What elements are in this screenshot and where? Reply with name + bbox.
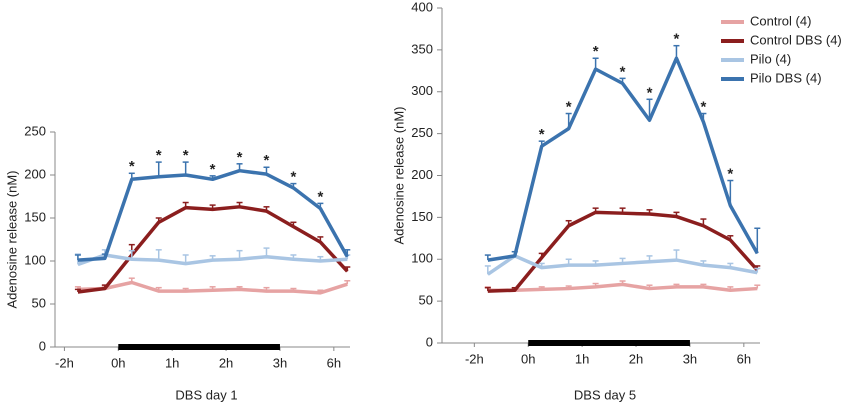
- y-tick-label: 0: [426, 334, 433, 349]
- y-tick-label: 400: [411, 0, 433, 14]
- y-tick-label: 200: [411, 167, 433, 182]
- y-tick-label: 50: [32, 295, 46, 310]
- x-tick-label: 1h: [165, 355, 179, 370]
- x-tick-label: 3h: [683, 351, 697, 366]
- stimulation-bar: [118, 344, 280, 350]
- significance-marker: *: [539, 126, 545, 143]
- x-tick-label: 6h: [327, 355, 341, 370]
- significance-marker: *: [700, 98, 706, 115]
- y-tick-label: 200: [24, 166, 46, 181]
- series-line: [486, 254, 758, 276]
- legend-label: Pilo (4): [750, 51, 791, 66]
- series-line: [77, 168, 349, 262]
- series-line: [487, 210, 759, 293]
- series-line: [77, 205, 349, 294]
- legend-label: Control DBS (4): [750, 32, 842, 47]
- significance-marker: *: [620, 63, 626, 80]
- significance-marker: *: [129, 158, 135, 175]
- x-tick-label: 0h: [521, 351, 535, 366]
- y-tick-label: 300: [411, 83, 433, 98]
- x-tick-label: 1h: [575, 351, 589, 366]
- y-axis-label: Adenosine release (nM): [391, 106, 406, 244]
- y-tick-label: 250: [411, 125, 433, 140]
- x-tick-label: 6h: [737, 351, 751, 366]
- y-axis-label: Adenosine release (nM): [4, 170, 19, 308]
- stimulation-bar: [528, 340, 690, 346]
- x-tick-label: 2h: [219, 355, 233, 370]
- x-axis-label: DBS day 5: [574, 387, 636, 402]
- x-axis-label: DBS day 1: [175, 387, 237, 402]
- x-tick-label: 0h: [111, 355, 125, 370]
- x-tick-label: 2h: [629, 351, 643, 366]
- significance-marker: *: [317, 188, 323, 205]
- significance-marker: *: [674, 31, 680, 48]
- x-tick-label: -2h: [55, 355, 74, 370]
- y-tick-label: 150: [411, 209, 433, 224]
- significance-marker: *: [727, 165, 733, 182]
- y-tick-label: 100: [24, 252, 46, 267]
- significance-marker: *: [210, 161, 216, 178]
- y-tick-label: 50: [419, 293, 433, 308]
- significance-marker: *: [291, 169, 297, 186]
- significance-marker: *: [183, 147, 189, 164]
- significance-marker: *: [647, 84, 653, 101]
- significance-marker: *: [156, 147, 162, 164]
- y-tick-label: 100: [411, 251, 433, 266]
- legend-label: Control (4): [750, 13, 811, 28]
- y-tick-label: 0: [39, 338, 46, 353]
- significance-marker: *: [264, 152, 270, 169]
- x-tick-label: 3h: [273, 355, 287, 370]
- x-tick-label: -2h: [465, 351, 484, 366]
- significance-marker: *: [593, 43, 599, 60]
- series-line: [77, 280, 348, 295]
- y-tick-label: 250: [24, 123, 46, 138]
- series-line: [487, 282, 758, 292]
- significance-marker: *: [566, 98, 572, 115]
- significance-marker: *: [237, 149, 243, 166]
- series-line: [487, 56, 759, 262]
- series-line: [77, 253, 348, 267]
- legend-label: Pilo DBS (4): [750, 70, 822, 85]
- y-tick-label: 150: [24, 209, 46, 224]
- y-tick-label: 350: [411, 41, 433, 56]
